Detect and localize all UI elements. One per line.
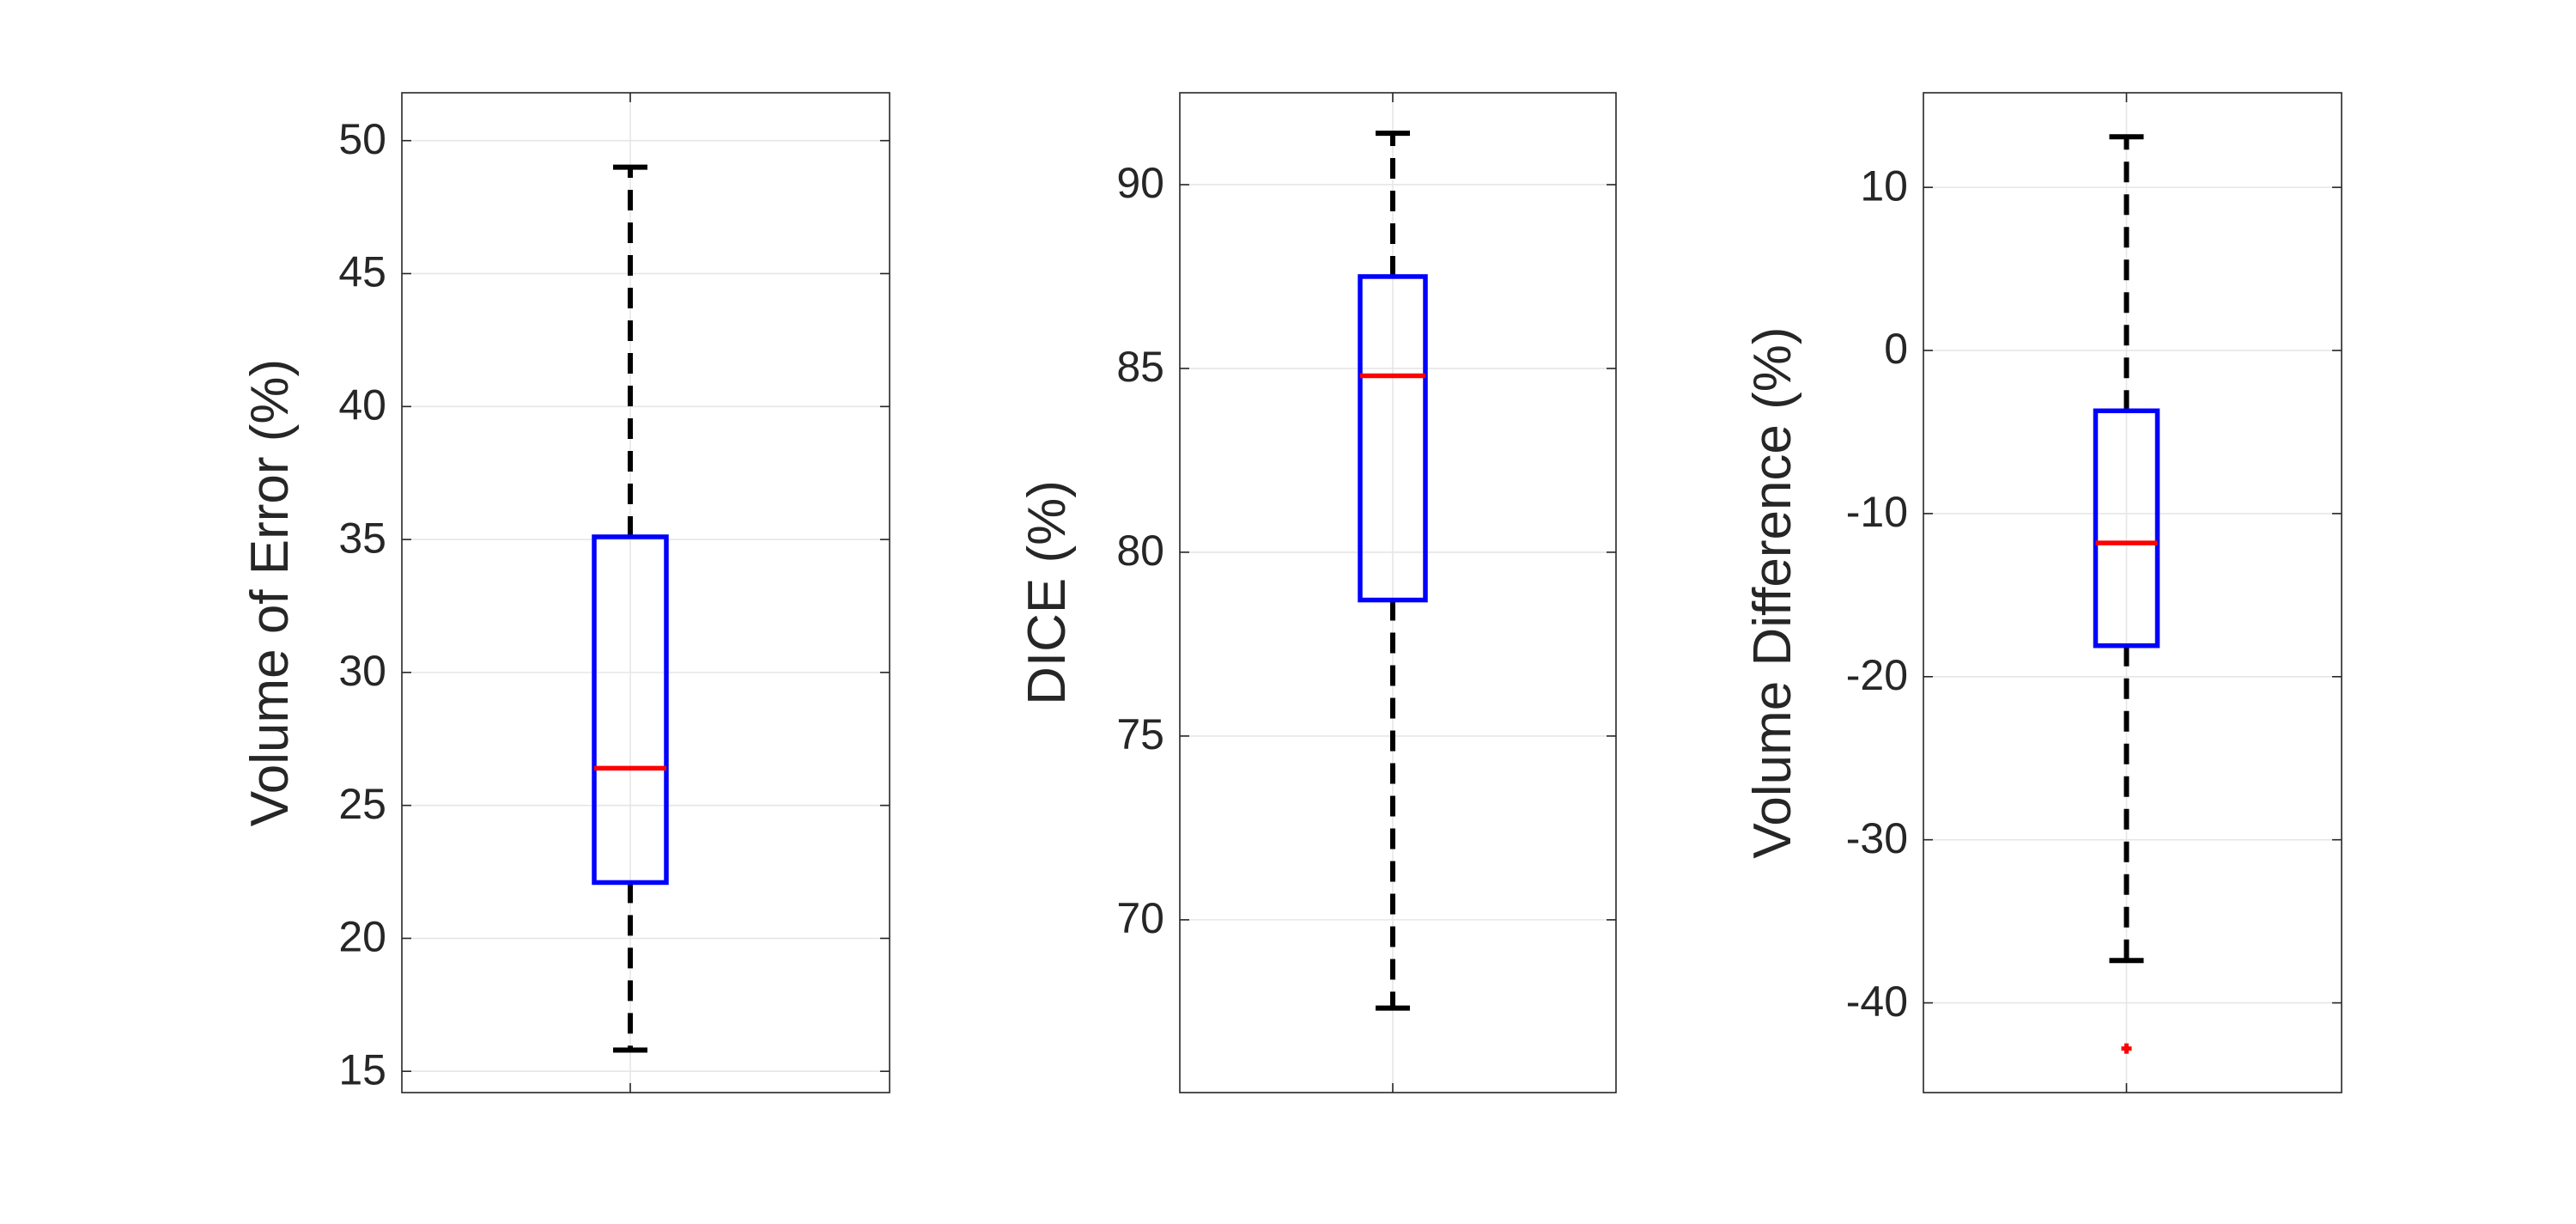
y-axis-label: Volume Difference (%) [1743,326,1802,858]
y-tick-label: -30 [1846,814,1908,862]
y-tick-label: 80 [1116,527,1164,575]
y-tick-label: -20 [1846,651,1908,699]
y-tick-label: 90 [1116,159,1164,207]
y-axis-label: Volume of Error (%) [240,359,300,826]
axis-frame [401,92,890,1093]
y-tick-label: 0 [1884,325,1908,373]
axis-frame [1923,92,2342,1093]
y-tick-label: 35 [338,514,386,562]
y-axis-label: DICE (%) [1018,480,1077,705]
y-tick-label: 10 [1860,161,1908,210]
y-tick-label: 75 [1116,710,1164,758]
y-tick-label: 70 [1116,894,1164,942]
y-tick-label: 85 [1116,343,1164,391]
y-tick-label: -10 [1846,488,1908,536]
y-tick-label: 30 [338,647,386,695]
boxplot-panel-3: -40 -30 -20 -10 0 10 Volume Difference (%) [1743,92,2342,1093]
y-tick-label: 25 [338,780,386,828]
axis-frame [1179,92,1617,1093]
boxplot-panel-1: 15 20 25 30 35 40 45 50 Volume of Error (%) [240,92,890,1093]
y-tick-label: -40 [1846,977,1908,1026]
interquartile-box [592,534,669,886]
y-tick-label: 20 [338,913,386,961]
y-tick-label: 45 [338,248,386,296]
y-tick-label: 50 [338,115,386,163]
y-tick-label: 40 [338,381,386,429]
interquartile-box [2093,408,2160,649]
interquartile-box [1358,274,1428,603]
y-tick-label: 15 [338,1045,386,1093]
boxplot-panel-2: 70 75 80 85 90 DICE (%) [1018,92,1617,1093]
